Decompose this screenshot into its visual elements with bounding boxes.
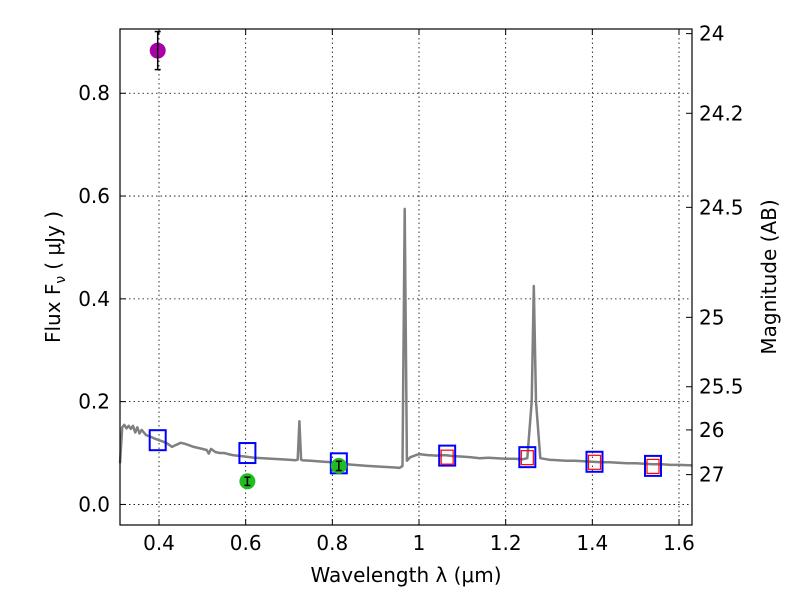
y2-tick-label: 27: [699, 463, 724, 487]
y-tick-label: 0.8: [78, 81, 110, 105]
x-axis-title: Wavelength λ (μm): [310, 563, 501, 587]
model-flux-box: [238, 442, 257, 465]
y-axis-title: Flux Fν ( μJy ): [41, 211, 69, 343]
observed-flux-box: [646, 458, 660, 475]
y-tick-label: 0.0: [78, 492, 110, 516]
observed-flux-box: [520, 450, 534, 466]
x-tick-label: 0.4: [143, 531, 175, 555]
y2-tick-label: 25: [699, 305, 724, 329]
y-tick-label: 0.4: [78, 287, 110, 311]
model-flux-box: [148, 429, 167, 452]
plot-frame: [119, 28, 693, 526]
plot-area: [118, 30, 693, 490]
observed-flux-box: [440, 449, 454, 465]
spectrum-line: [118, 207, 693, 470]
x-tick-label: 0.8: [316, 531, 348, 555]
y2-axis-title: Magnitude (AB): [757, 199, 781, 354]
y2-tick-label: 26: [699, 418, 724, 442]
observed-flux-box: [587, 454, 602, 470]
grid-lines: [120, 29, 692, 525]
y2-tick-label: 24: [699, 22, 724, 46]
y-tick-label: 0.2: [78, 390, 110, 414]
y2-tick-label: 25.5: [699, 375, 744, 399]
model-flux-box: [438, 444, 457, 467]
y2-tick-label: 24.5: [699, 195, 744, 219]
x-tick-label: 1.6: [663, 531, 695, 555]
model-flux-box: [518, 446, 537, 469]
axes: 0.4 0.6 0.8 1 1.2 1.4 1.6 0.0 0.2 0.4 0.6 0.8 24 24.2…: [78, 22, 743, 555]
y-tick-label: 0.6: [78, 184, 110, 208]
y-axis-title-sub: ν: [53, 276, 69, 284]
x-tick-label: 1: [413, 531, 426, 555]
model-flux-box: [585, 450, 604, 473]
x-tick-label: 0.6: [230, 531, 262, 555]
y2-tick-label: 24.2: [699, 101, 744, 125]
y-axis-title-main: Flux F: [41, 284, 65, 343]
y-axis-title-unit: ( μJy ): [41, 211, 65, 270]
x-tick-label: 1.2: [490, 531, 522, 555]
model-flux-box: [644, 454, 662, 477]
x-tick-label: 1.4: [576, 531, 608, 555]
